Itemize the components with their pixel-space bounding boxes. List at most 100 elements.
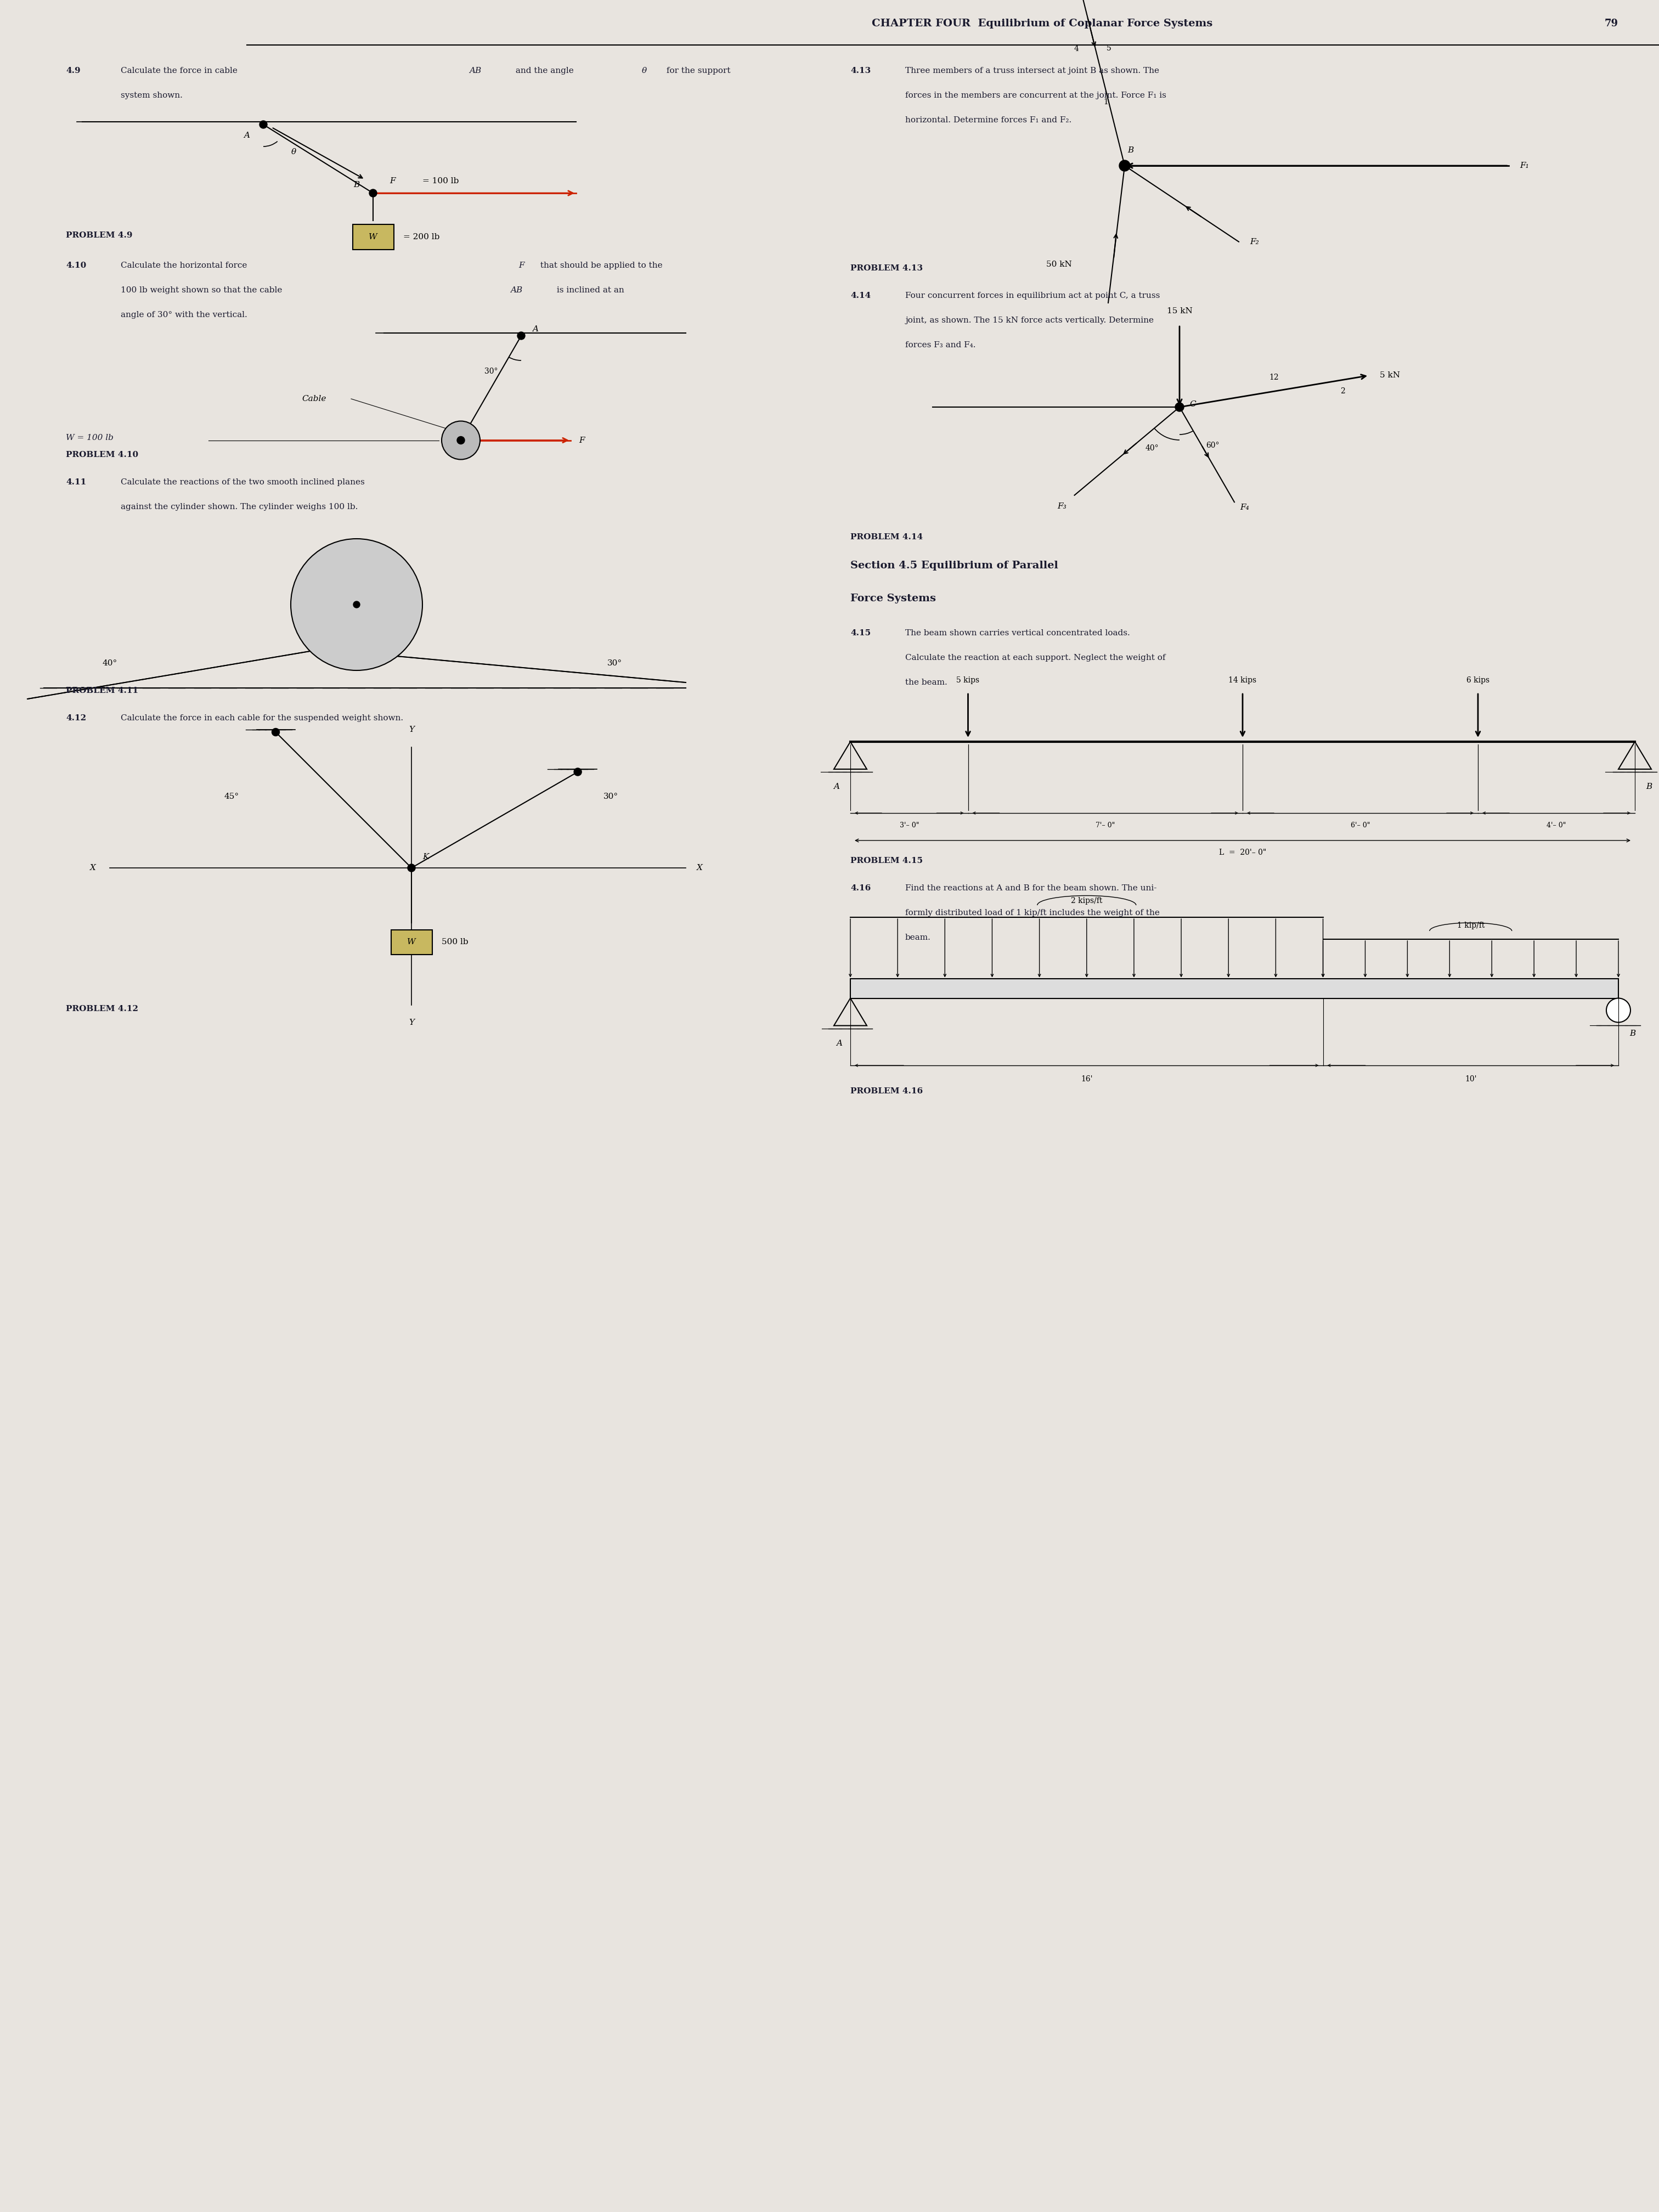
Text: forces in the members are concurrent at the joint. Force F₁ is: forces in the members are concurrent at …	[906, 91, 1166, 100]
Text: 7'– 0": 7'– 0"	[1095, 821, 1115, 830]
Text: PROBLEM 4.15: PROBLEM 4.15	[851, 856, 922, 865]
Text: PROBLEM 4.12: PROBLEM 4.12	[66, 1004, 138, 1013]
Text: CHAPTER FOUR  Equilibrium of Coplanar Force Systems: CHAPTER FOUR Equilibrium of Coplanar For…	[873, 18, 1213, 29]
Text: beam.: beam.	[906, 933, 931, 942]
Text: W: W	[368, 232, 377, 241]
Text: is inclined at an: is inclined at an	[554, 285, 624, 294]
Bar	[352, 226, 393, 250]
Text: A: A	[244, 133, 249, 139]
Text: A: A	[533, 325, 538, 334]
Circle shape	[408, 865, 415, 872]
Text: the beam.: the beam.	[906, 679, 947, 686]
Text: 6 kips: 6 kips	[1467, 677, 1490, 684]
Text: Y: Y	[408, 1020, 415, 1026]
Circle shape	[290, 540, 423, 670]
Circle shape	[272, 728, 279, 737]
Text: 30°: 30°	[607, 659, 622, 668]
Text: 4: 4	[1073, 44, 1078, 53]
Text: A: A	[833, 783, 839, 790]
Text: C: C	[1190, 400, 1196, 409]
Text: The beam shown carries vertical concentrated loads.: The beam shown carries vertical concentr…	[906, 628, 1130, 637]
Text: 10': 10'	[1465, 1075, 1477, 1084]
Circle shape	[1120, 159, 1130, 170]
Text: Four concurrent forces in equilibrium act at point C, a truss: Four concurrent forces in equilibrium ac…	[906, 292, 1160, 299]
Text: PROBLEM 4.16: PROBLEM 4.16	[851, 1088, 922, 1095]
Text: 4.13: 4.13	[851, 66, 871, 75]
Text: PROBLEM 4.11: PROBLEM 4.11	[66, 688, 138, 695]
Text: B: B	[1128, 146, 1133, 155]
Text: 6'– 0": 6'– 0"	[1350, 821, 1370, 830]
Circle shape	[518, 332, 524, 341]
Text: B: B	[353, 181, 360, 188]
Text: 50 kN: 50 kN	[1045, 261, 1072, 268]
Text: W = 100 lb: W = 100 lb	[66, 434, 113, 442]
Text: AB: AB	[469, 66, 481, 75]
Text: X: X	[90, 865, 96, 872]
Text: 2 kips/ft: 2 kips/ft	[1072, 898, 1103, 905]
Circle shape	[259, 122, 267, 128]
Text: Calculate the force in each cable for the suspended weight shown.: Calculate the force in each cable for th…	[121, 714, 403, 721]
Circle shape	[456, 436, 465, 445]
Text: AB: AB	[511, 285, 523, 294]
Text: PROBLEM 4.9: PROBLEM 4.9	[66, 232, 133, 239]
Text: Find the reactions at A and B for the beam shown. The uni-: Find the reactions at A and B for the be…	[906, 885, 1156, 891]
Text: 79: 79	[1604, 18, 1619, 29]
Text: 500 lb: 500 lb	[441, 938, 468, 947]
Text: Calculate the horizontal force: Calculate the horizontal force	[121, 261, 251, 270]
Text: W: W	[406, 938, 416, 947]
Text: 60°: 60°	[1206, 442, 1219, 449]
Text: 5 kN: 5 kN	[1380, 372, 1400, 378]
Text: 40°: 40°	[1145, 445, 1160, 451]
Text: F: F	[518, 261, 524, 270]
Text: 45°: 45°	[224, 792, 239, 801]
Circle shape	[370, 190, 377, 197]
Text: PROBLEM 4.14: PROBLEM 4.14	[851, 533, 922, 542]
Bar	[392, 929, 431, 953]
Text: B: B	[443, 431, 450, 438]
Text: 4'– 0": 4'– 0"	[1546, 821, 1566, 830]
Text: 1: 1	[1103, 97, 1108, 106]
Text: 40°: 40°	[103, 659, 118, 668]
Text: F₄: F₄	[1239, 504, 1249, 511]
Circle shape	[574, 768, 582, 776]
Text: F: F	[579, 436, 584, 445]
Text: 16': 16'	[1080, 1075, 1093, 1084]
Text: A: A	[836, 1040, 843, 1046]
Text: system shown.: system shown.	[121, 91, 182, 100]
Text: and the angle: and the angle	[513, 66, 576, 75]
Circle shape	[441, 420, 479, 460]
Text: 12: 12	[1269, 374, 1279, 380]
Text: Force Systems: Force Systems	[851, 593, 936, 604]
Circle shape	[353, 602, 360, 608]
Circle shape	[458, 438, 463, 442]
Text: for the support: for the support	[664, 66, 730, 75]
Text: 14 kips: 14 kips	[1229, 677, 1256, 684]
Text: 4.10: 4.10	[66, 261, 86, 270]
Text: formly distributed load of 1 kip/ft includes the weight of the: formly distributed load of 1 kip/ft incl…	[906, 909, 1160, 916]
Text: joint, as shown. The 15 kN force acts vertically. Determine: joint, as shown. The 15 kN force acts ve…	[906, 316, 1153, 325]
Text: F₃: F₃	[1057, 502, 1067, 511]
Text: 30°: 30°	[604, 792, 619, 801]
Text: Calculate the force in cable: Calculate the force in cable	[121, 66, 241, 75]
Text: PROBLEM 4.13: PROBLEM 4.13	[851, 265, 922, 272]
Text: B: B	[1646, 783, 1652, 790]
Text: θ: θ	[642, 66, 647, 75]
Text: Three members of a truss intersect at joint B as shown. The: Three members of a truss intersect at jo…	[906, 66, 1160, 75]
Text: = 100 lb: = 100 lb	[423, 177, 460, 186]
Text: 30°: 30°	[484, 367, 498, 376]
Text: Section 4.5 Equilibrium of Parallel: Section 4.5 Equilibrium of Parallel	[851, 560, 1058, 571]
Text: angle of 30° with the vertical.: angle of 30° with the vertical.	[121, 312, 247, 319]
Text: Cable: Cable	[302, 396, 327, 403]
Text: B: B	[1629, 1031, 1636, 1037]
Text: forces F₃ and F₄.: forces F₃ and F₄.	[906, 341, 975, 349]
Bar	[851, 980, 1619, 998]
Text: 5 kips: 5 kips	[957, 677, 979, 684]
Text: against the cylinder shown. The cylinder weighs 100 lb.: against the cylinder shown. The cylinder…	[121, 502, 358, 511]
Text: 4.11: 4.11	[66, 478, 86, 487]
Text: Calculate the reactions of the two smooth inclined planes: Calculate the reactions of the two smoot…	[121, 478, 365, 487]
Text: 4.14: 4.14	[851, 292, 871, 299]
Text: Calculate the reaction at each support. Neglect the weight of: Calculate the reaction at each support. …	[906, 655, 1166, 661]
Text: Y: Y	[408, 726, 415, 734]
Text: = 200 lb: = 200 lb	[403, 232, 440, 241]
Text: that should be applied to the: that should be applied to the	[538, 261, 662, 270]
